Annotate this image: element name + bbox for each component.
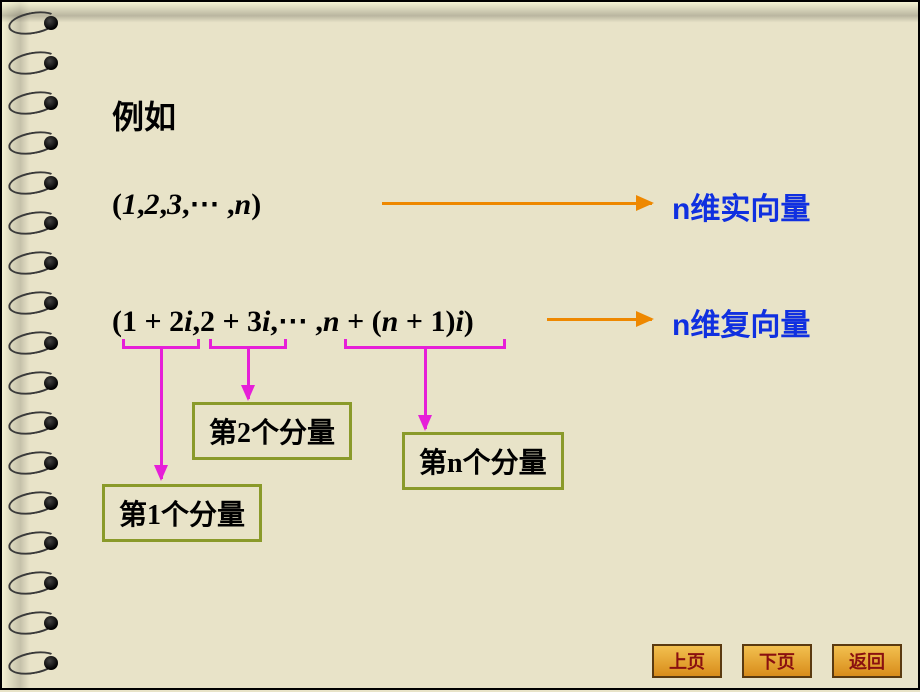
spiral-hole [44,616,58,630]
back-button[interactable]: 返回 [832,644,902,678]
box-component-2: 第2个分量 [192,402,352,460]
spiral-hole [44,376,58,390]
label-complex: n维复向量 [672,300,810,344]
spiral-hole [44,656,58,670]
arrow-to-complex [547,318,652,321]
spiral-hole [44,216,58,230]
spiral-hole [44,56,58,70]
spiral-hole [44,296,58,310]
spiral-hole [44,176,58,190]
spiral-hole [44,256,58,270]
box-component-n: 第n个分量 [402,432,564,490]
spiral-hole [44,456,58,470]
arrow-down-2 [247,349,250,399]
label-real: n维实向量 [672,184,810,228]
next-button[interactable]: 下页 [742,644,812,678]
bracket-2 [209,339,287,349]
slide-frame: 例如 (1,2,3,⋯ ,n) n维实向量 (1 + 2i,2 + 3i,⋯ ,… [0,0,920,690]
expr-complex-vector: (1 + 2i,2 + 3i,⋯ ,n + (n + 1)i) [112,304,474,339]
spiral-binding [8,2,68,692]
spiral-hole [44,576,58,590]
arrow-down-1 [160,349,163,479]
spiral-hole [44,336,58,350]
spiral-hole [44,96,58,110]
spiral-hole [44,496,58,510]
content-area: 例如 (1,2,3,⋯ ,n) n维实向量 (1 + 2i,2 + 3i,⋯ ,… [72,2,920,692]
spiral-hole [44,536,58,550]
spiral-hole [44,136,58,150]
arrow-down-n [424,349,427,429]
spiral-hole [44,16,58,30]
arrow-to-real [382,202,652,205]
prev-button[interactable]: 上页 [652,644,722,678]
bracket-1 [122,339,200,349]
spiral-hole [44,416,58,430]
expr-real-vector: (1,2,3,⋯ ,n) [112,187,261,222]
example-heading: 例如 [112,92,176,138]
bracket-n [344,339,506,349]
box-component-1: 第1个分量 [102,484,262,542]
